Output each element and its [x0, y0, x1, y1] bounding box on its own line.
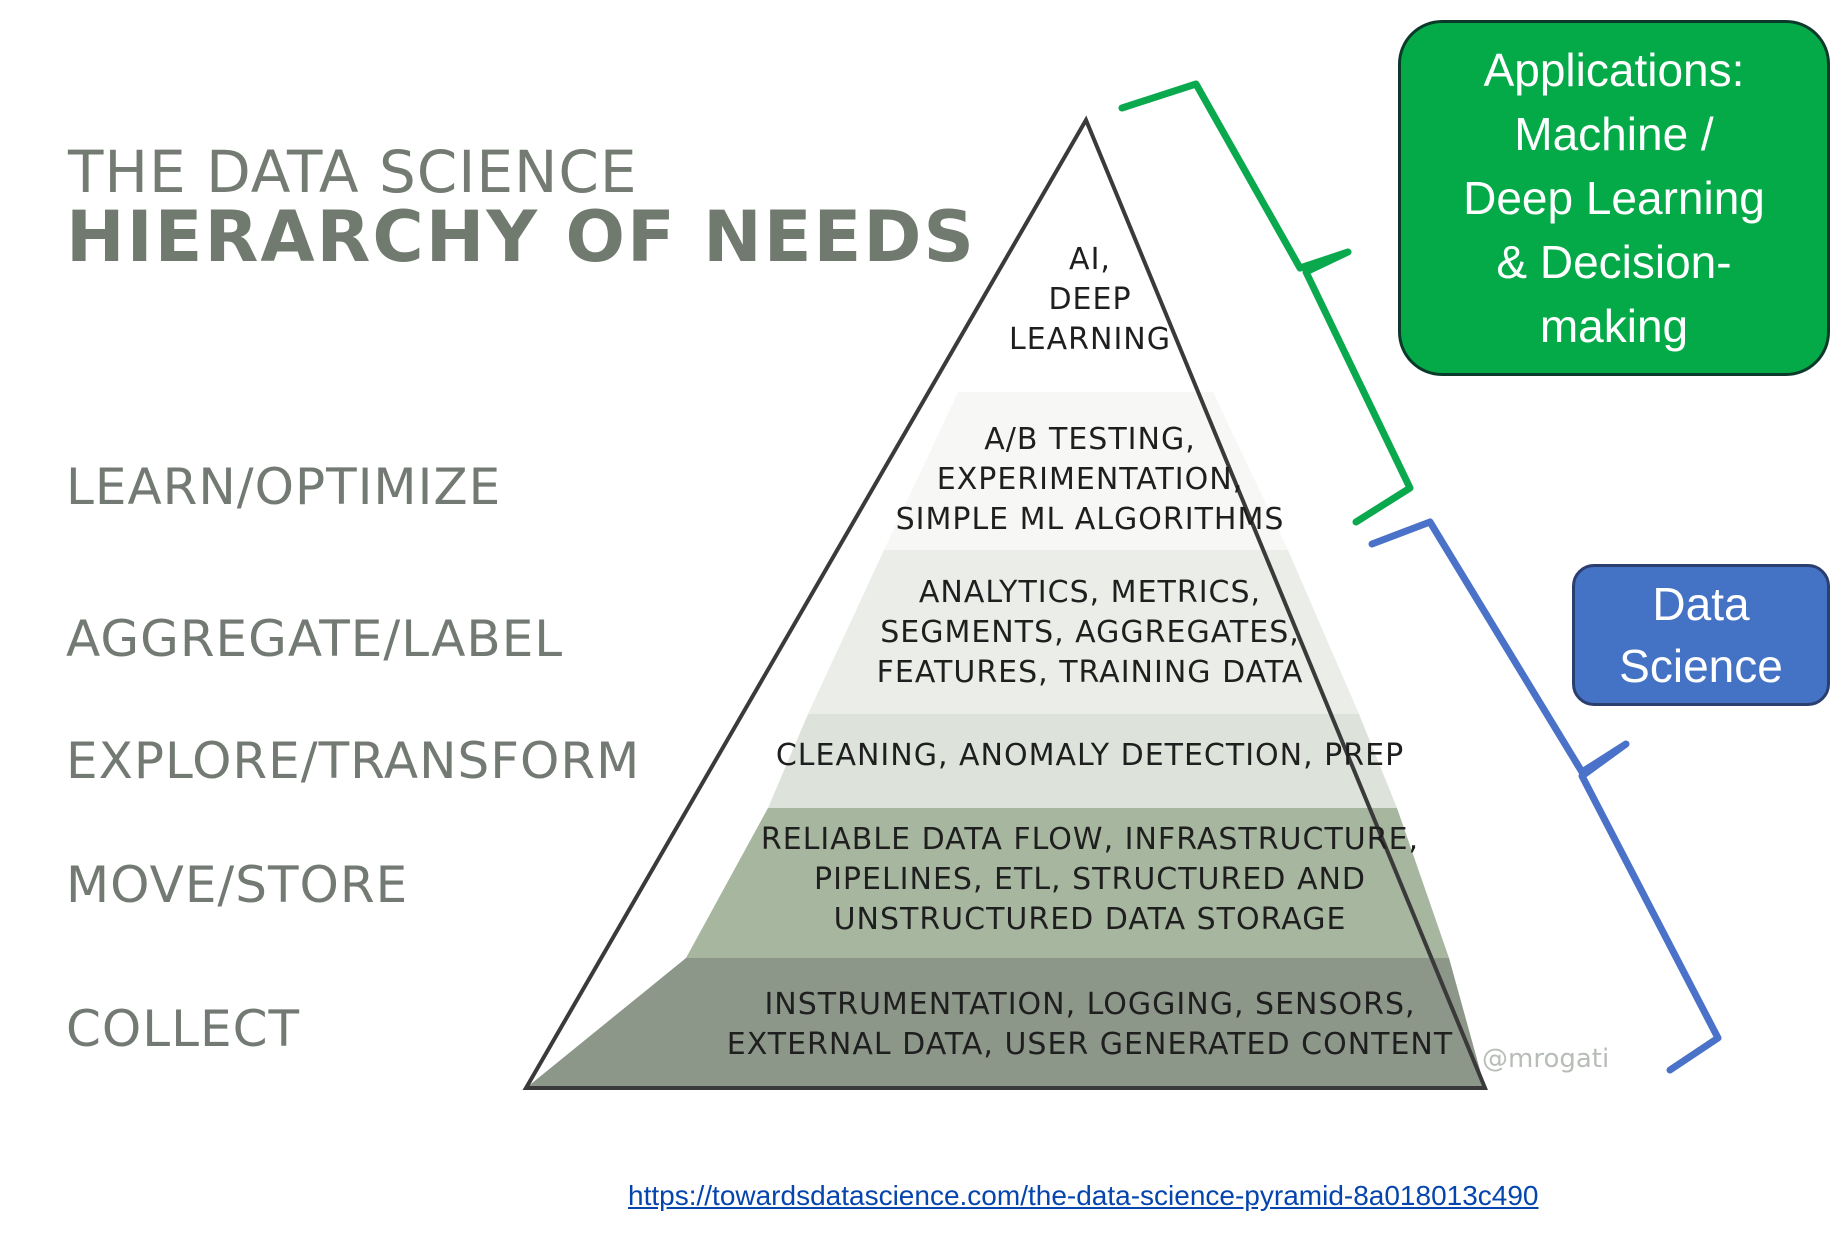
- title-line-1: THE DATA SCIENCE: [68, 138, 638, 206]
- data-science-bracket: [1368, 518, 1722, 1074]
- pyramid-layer-instrumentation: [526, 958, 1485, 1088]
- level-label-aggregate-label: AGGREGATE/LABEL: [66, 610, 564, 668]
- layer-text-line: UNSTRUCTURED DATA STORAGE: [833, 902, 1347, 937]
- level-label-learn-optimize: LEARN/OPTIMIZE: [66, 458, 502, 516]
- layer-text-line: A/B TESTING,: [984, 422, 1196, 457]
- layer-text-line: EXTERNAL DATA, USER GENERATED CONTENT: [726, 1027, 1454, 1062]
- pyramid-layer-data-flow: [686, 808, 1449, 958]
- applications-callout: Applications: Machine / Deep Learning & …: [1398, 20, 1830, 376]
- pyramid-layer-analytics: [808, 550, 1359, 714]
- callout-line: Applications:: [1483, 44, 1745, 96]
- layer-text-line: CLEANING, ANOMALY DETECTION, PREP: [775, 738, 1405, 773]
- layer-text-cleaning: CLEANING, ANOMALY DETECTION, PREP: [540, 736, 1640, 776]
- callout-line: Data: [1652, 578, 1750, 630]
- layer-text-line: EXPERIMENTATION,: [936, 462, 1244, 497]
- layer-text-line: ANALYTICS, METRICS,: [918, 575, 1262, 610]
- level-label-collect: COLLECT: [66, 1000, 301, 1058]
- layer-text-line: LEARNING: [1008, 322, 1171, 357]
- layer-text-line: SIMPLE ML ALGORITHMS: [895, 502, 1285, 537]
- callout-line: making: [1539, 300, 1689, 352]
- layer-text-instrumentation: INSTRUMENTATION, LOGGING, SENSORS, EXTER…: [540, 985, 1640, 1065]
- callout-line: Machine /: [1514, 108, 1714, 160]
- source-link[interactable]: https://towardsdatascience.com/the-data-…: [628, 1180, 1539, 1211]
- callout-line: Science: [1619, 640, 1783, 692]
- layer-text-ab-testing: A/B TESTING, EXPERIMENTATION, SIMPLE ML …: [540, 420, 1640, 540]
- level-label-explore-transform: EXPLORE/TRANSFORM: [66, 732, 641, 790]
- pyramid-layer-ai: [958, 120, 1213, 392]
- layer-text-line: INSTRUMENTATION, LOGGING, SENSORS,: [764, 987, 1416, 1022]
- callout-line: Deep Learning: [1463, 172, 1765, 224]
- layer-text-line: RELIABLE DATA FLOW, INFRASTRUCTURE,: [760, 822, 1420, 857]
- layer-text-line: FEATURES, TRAINING DATA: [876, 655, 1304, 690]
- title-line-2: HIERARCHY OF NEEDS: [66, 196, 976, 278]
- level-label-move-store: MOVE/STORE: [66, 856, 409, 914]
- layer-text-analytics: ANALYTICS, METRICS, SEGMENTS, AGGREGATES…: [540, 573, 1640, 693]
- watermark: @mrogati: [1482, 1044, 1610, 1074]
- data-science-callout: Data Science: [1572, 564, 1830, 706]
- pyramid-outline: [522, 115, 1488, 1090]
- layer-text-ai: AI, DEEP LEARNING: [540, 240, 1640, 360]
- layer-text-data-flow: RELIABLE DATA FLOW, INFRASTRUCTURE, PIPE…: [540, 820, 1640, 940]
- layer-text-line: SEGMENTS, AGGREGATES,: [880, 615, 1300, 650]
- layer-text-line: PIPELINES, ETL, STRUCTURED AND: [813, 862, 1367, 897]
- layer-text-line: AI,: [1069, 242, 1111, 277]
- layer-text-line: DEEP: [1048, 282, 1132, 317]
- pyramid-layer-ab-testing: [884, 392, 1288, 550]
- callout-line: & Decision-: [1496, 236, 1732, 288]
- pyramid-layer-cleaning: [768, 714, 1397, 808]
- applications-bracket: [1118, 80, 1414, 526]
